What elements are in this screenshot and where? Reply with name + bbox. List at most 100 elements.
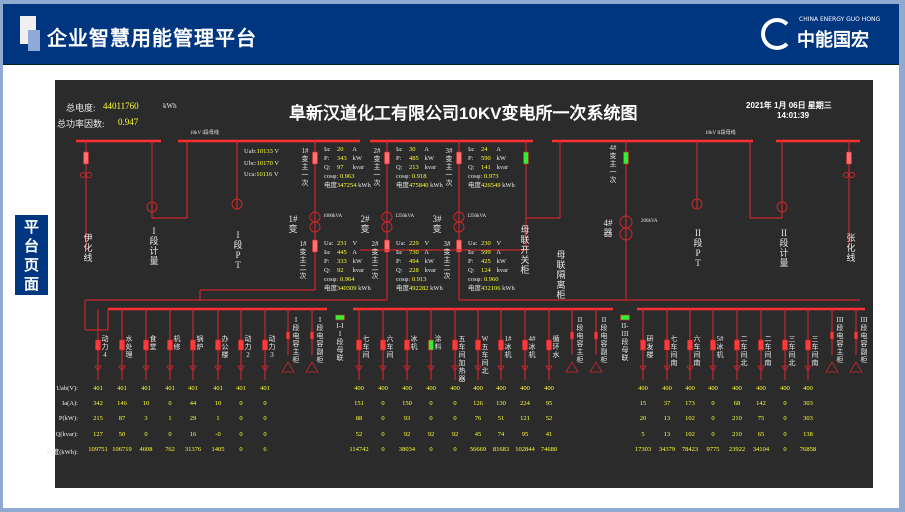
capacitor-breaker-icon[interactable] <box>570 331 574 340</box>
table-cell: 400 <box>473 385 483 392</box>
table-cell: 400 <box>520 385 530 392</box>
feeder-breaker-icon[interactable] <box>687 339 693 351</box>
table-cell: 400 <box>685 385 695 392</box>
feeder-breaker-icon[interactable] <box>734 339 740 351</box>
capacitor-breaker-icon[interactable] <box>830 331 834 340</box>
brand-logo: CHINA ENERGY GUO HONG 中能国宏 <box>761 16 889 58</box>
feeder-breaker-icon[interactable] <box>380 339 386 351</box>
feeder-label-21: 二车间北 <box>740 335 748 367</box>
ct-icon <box>843 172 849 178</box>
table-cell: 401 <box>141 385 151 392</box>
feeder-breaker-icon[interactable] <box>664 339 670 351</box>
pf-label: 总功率因数: <box>57 119 105 129</box>
transformer-secondary-breaker-icon[interactable] <box>312 239 318 253</box>
feeder-label-10: 冰机 <box>410 335 418 351</box>
feeder-label-23: 三车间北 <box>788 335 796 367</box>
table-cell: 114742 <box>349 446 369 453</box>
load-arrow-icon <box>379 365 387 372</box>
table-cell: 0 <box>239 400 243 407</box>
table-cell: 0 <box>381 400 385 407</box>
pt1-readings: Uab:10133 V Ubc:10170 V Uca:10116 V <box>244 148 280 178</box>
top-feeder-label-2: I段PT <box>233 230 243 270</box>
load-arrow-icon <box>451 365 459 372</box>
feeder-breaker-icon[interactable] <box>498 339 504 351</box>
secondary-label-1: 2#变主二次 <box>371 240 379 280</box>
feeder-breaker-icon[interactable] <box>262 339 268 351</box>
tie-1-2-breaker-icon[interactable] <box>335 314 345 321</box>
table-cell: 401 <box>117 385 127 392</box>
incoming-breaker-icon[interactable] <box>846 151 852 165</box>
feeder-label-4: 锅炉 <box>196 335 204 351</box>
capacitor-breaker-icon[interactable] <box>310 331 314 340</box>
feeder-breaker-icon[interactable] <box>356 339 362 351</box>
table-cell: 92 <box>427 431 435 438</box>
feeder-breaker-icon[interactable] <box>805 339 811 351</box>
table-cell: 5 <box>641 431 645 438</box>
feeder-breaker-icon[interactable] <box>522 339 528 351</box>
table-cell: 0 <box>263 400 267 407</box>
table-row-label: Ia(A): <box>62 400 78 407</box>
feeder-breaker-icon[interactable] <box>119 339 125 351</box>
table-cell: 0 <box>711 400 715 407</box>
feeder-label-24: 三车间南 <box>811 335 819 367</box>
load-arrow-icon <box>709 365 717 372</box>
load-arrow-icon <box>189 365 197 372</box>
transformer-secondary-breaker-icon[interactable] <box>384 239 390 253</box>
table-row-label: Q(kvar): <box>55 431 78 438</box>
table-cell: 0 <box>263 415 267 422</box>
feeder-breaker-icon[interactable] <box>143 339 149 351</box>
bus-tie-breaker-icon[interactable] <box>523 151 529 165</box>
feeder-breaker-icon[interactable] <box>190 339 196 351</box>
load-arrow-icon <box>214 365 222 372</box>
capacitor-breaker-icon[interactable] <box>286 331 290 340</box>
transformer-name-2: 3#变 <box>432 214 442 234</box>
feeder-breaker-icon[interactable] <box>475 339 481 351</box>
transformer4-breaker-icon[interactable] <box>623 151 629 165</box>
transformer-name-0: 1#变 <box>288 214 298 234</box>
table-cell: 68 <box>733 400 741 407</box>
capacitor-label-2: II段电容主柜 <box>576 316 584 364</box>
load-arrow-icon <box>781 365 789 372</box>
capacitor-label-3: II段电容副柜 <box>600 316 608 364</box>
feeder-label-3: 机修 <box>173 335 181 351</box>
transformer-secondary-breaker-icon[interactable] <box>456 239 462 253</box>
feeder-breaker-icon[interactable] <box>404 339 410 351</box>
load-arrow-icon <box>237 365 245 372</box>
feeder-breaker-icon[interactable] <box>167 339 173 351</box>
table-cell: 0 <box>783 446 787 453</box>
feeder-breaker-icon[interactable] <box>428 339 434 351</box>
capacitor-bank-icon <box>281 361 295 373</box>
ct-icon <box>86 172 92 178</box>
feeder-label-20: 5#冰机 <box>716 335 724 359</box>
table-cell: 0 <box>429 400 433 407</box>
tie-2-3-breaker-icon[interactable] <box>620 314 630 321</box>
capacitor-breaker-icon[interactable] <box>854 331 858 340</box>
capacitor-breaker-icon[interactable] <box>594 331 598 340</box>
feeder-breaker-icon[interactable] <box>710 339 716 351</box>
feeder-breaker-icon[interactable] <box>452 339 458 351</box>
time: 14:01:39 <box>777 111 810 120</box>
transformer-primary-breaker-icon[interactable] <box>312 151 318 165</box>
feeder-breaker-icon[interactable] <box>546 339 552 351</box>
primary-label-0: 1#变主一次 <box>301 147 309 187</box>
transformer-capacity-2: 1250kVA <box>467 214 487 219</box>
incoming-breaker-icon[interactable] <box>83 151 89 165</box>
diagram-title: 阜新汉道化工有限公司10KV变电所一次系统图 <box>289 104 638 123</box>
feeder-breaker-icon[interactable] <box>782 339 788 351</box>
feeder-label-22: 二车间南 <box>764 335 772 367</box>
feeder-breaker-icon[interactable] <box>640 339 646 351</box>
table-cell: 400 <box>544 385 554 392</box>
feeder-breaker-icon[interactable] <box>215 339 221 351</box>
date: 2021年 1月 06日 星期三 <box>746 101 832 110</box>
table-cell: 17303 <box>634 446 652 453</box>
load-arrow-icon <box>261 365 269 372</box>
transformer-primary-breaker-icon[interactable] <box>384 151 390 165</box>
feeder-breaker-icon[interactable] <box>758 339 764 351</box>
table-cell: 31376 <box>184 446 202 453</box>
side-label[interactable]: 平台页面 <box>15 215 48 295</box>
table-cell: 81683 <box>492 446 510 453</box>
feeder-breaker-icon[interactable] <box>95 339 101 351</box>
feeder-breaker-icon[interactable] <box>238 339 244 351</box>
transformer-primary-breaker-icon[interactable] <box>456 151 462 165</box>
bus2-label: 10kV II段母线 <box>705 131 736 136</box>
